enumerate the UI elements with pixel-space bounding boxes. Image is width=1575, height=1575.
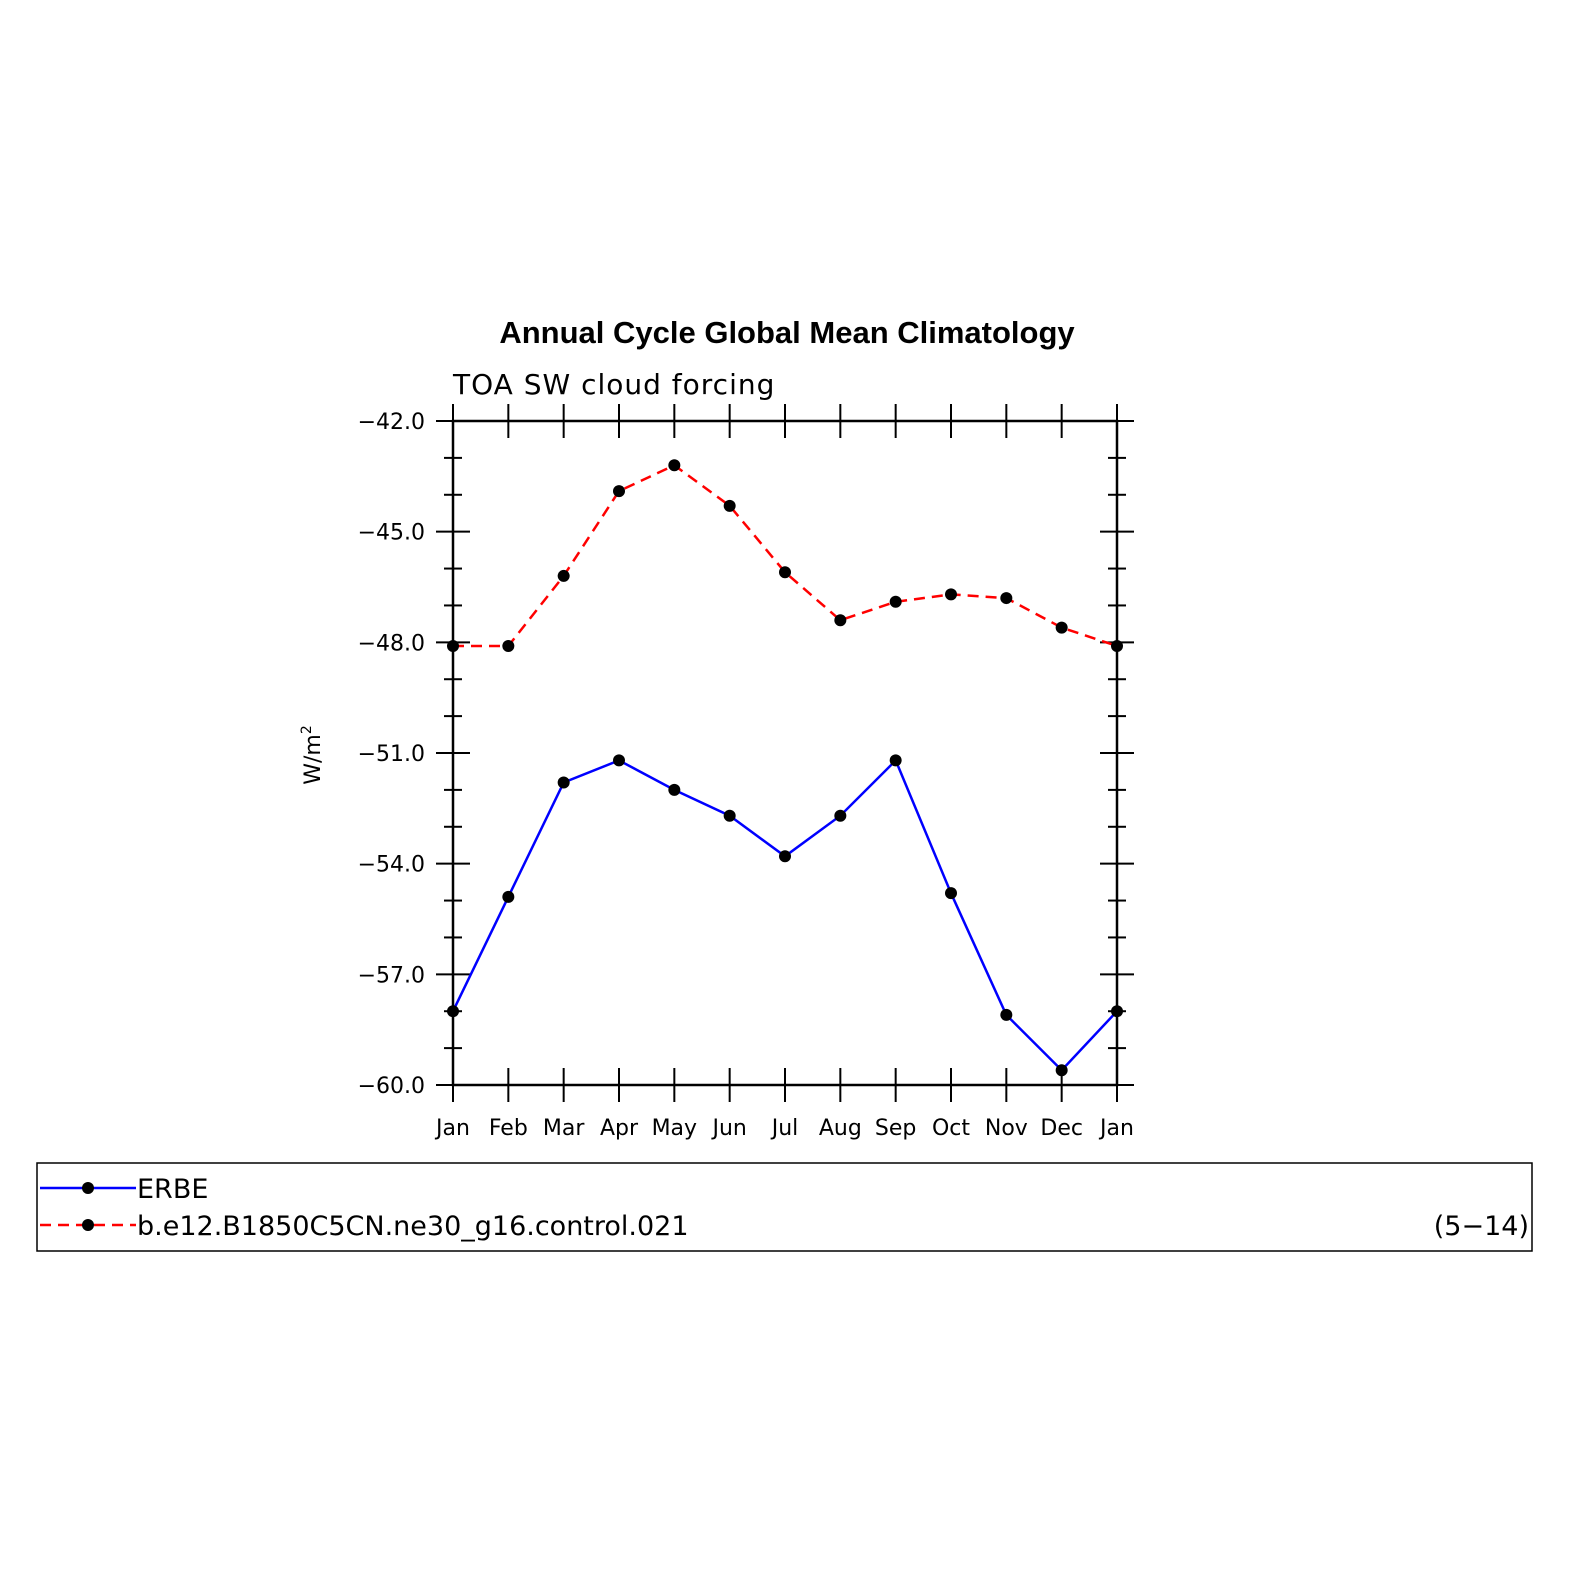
panel-annotation: (5−14) bbox=[1434, 1211, 1529, 1242]
y-tick-label: −60.0 bbox=[358, 1074, 425, 1099]
series-line-0 bbox=[451, 758, 1118, 1072]
series-1-point bbox=[1000, 592, 1013, 605]
x-tick-label: May bbox=[652, 1116, 697, 1141]
y-axis-label-superscript: 2 bbox=[299, 725, 315, 734]
x-tick-label: Mar bbox=[543, 1116, 585, 1141]
x-tick-label: Sep bbox=[875, 1116, 916, 1141]
series-0-point bbox=[668, 783, 681, 796]
x-tick-label: Jan bbox=[434, 1116, 470, 1141]
y-tick-label: −54.0 bbox=[358, 853, 425, 878]
y-axis-label-text: W/m bbox=[301, 734, 326, 785]
x-tick-label: Aug bbox=[819, 1116, 862, 1141]
y-tick-label: −48.0 bbox=[358, 631, 425, 656]
series-1-point bbox=[779, 566, 791, 579]
x-tick-label: Oct bbox=[932, 1116, 970, 1141]
y-tick-label: −57.0 bbox=[358, 963, 425, 988]
series-1-point bbox=[723, 499, 736, 512]
x-tick-label: Jan bbox=[1098, 1116, 1134, 1141]
plot-frame bbox=[451, 419, 1119, 1087]
x-tick-label: Dec bbox=[1040, 1116, 1083, 1141]
y-tick-label: −51.0 bbox=[358, 742, 425, 767]
series-1-point bbox=[1055, 621, 1068, 634]
series-0-point bbox=[447, 1005, 459, 1018]
series-1-point bbox=[613, 485, 625, 498]
series-0-point bbox=[613, 754, 625, 767]
series-line-1 bbox=[453, 463, 1118, 648]
legend-marker-0 bbox=[82, 1182, 94, 1194]
chart-title: Annual Cycle Global Mean Climatology bbox=[499, 315, 1075, 350]
series-0-point bbox=[1000, 1008, 1013, 1021]
series-0-point bbox=[889, 754, 902, 767]
chart-subtitle: TOA SW cloud forcing bbox=[452, 368, 775, 401]
x-tick-label: Feb bbox=[489, 1116, 528, 1141]
series-1-point bbox=[889, 595, 902, 608]
y-tick-label: −45.0 bbox=[358, 521, 425, 546]
series-0-point bbox=[557, 776, 570, 789]
legend-box bbox=[36, 1162, 1533, 1252]
legend-marker-1 bbox=[82, 1219, 94, 1231]
series-1-point bbox=[1111, 640, 1123, 653]
series-0-point bbox=[779, 850, 791, 863]
series-1-point bbox=[557, 569, 570, 582]
series-1-point bbox=[502, 640, 515, 653]
series-0-point bbox=[1111, 1005, 1123, 1018]
series-0-point bbox=[945, 887, 957, 900]
series-0-point bbox=[1055, 1064, 1068, 1077]
series-0-point bbox=[502, 890, 515, 903]
plot-axes: −42.0 −45.0 −48.0 −51.0 −54.0 −57.0 −60.0 Jan Fe… bbox=[358, 404, 1134, 1141]
legend: ERBE b.e12.B1850C5CN.ne30_g16.control.021 bbox=[40, 1174, 689, 1242]
series-1-point bbox=[447, 640, 459, 653]
series-1-point bbox=[668, 459, 681, 472]
series-1-point bbox=[945, 588, 957, 601]
series-0-point bbox=[723, 809, 736, 822]
x-tick-label: Jun bbox=[710, 1116, 746, 1141]
legend-label-0: ERBE bbox=[137, 1174, 208, 1205]
svg-text:W/m2: W/m2 bbox=[299, 725, 326, 785]
y-tick-label: −42.0 bbox=[358, 410, 425, 435]
x-tick-label: Nov bbox=[985, 1116, 1028, 1141]
x-tick-label: Jul bbox=[770, 1116, 799, 1141]
series-layer bbox=[447, 459, 1123, 1077]
series-1-point bbox=[834, 614, 847, 627]
y-axis-label: W/m2 bbox=[299, 725, 326, 785]
x-tick-label: Apr bbox=[600, 1116, 639, 1141]
legend-label-1: b.e12.B1850C5CN.ne30_g16.control.021 bbox=[137, 1211, 689, 1242]
series-0-point bbox=[834, 809, 847, 822]
